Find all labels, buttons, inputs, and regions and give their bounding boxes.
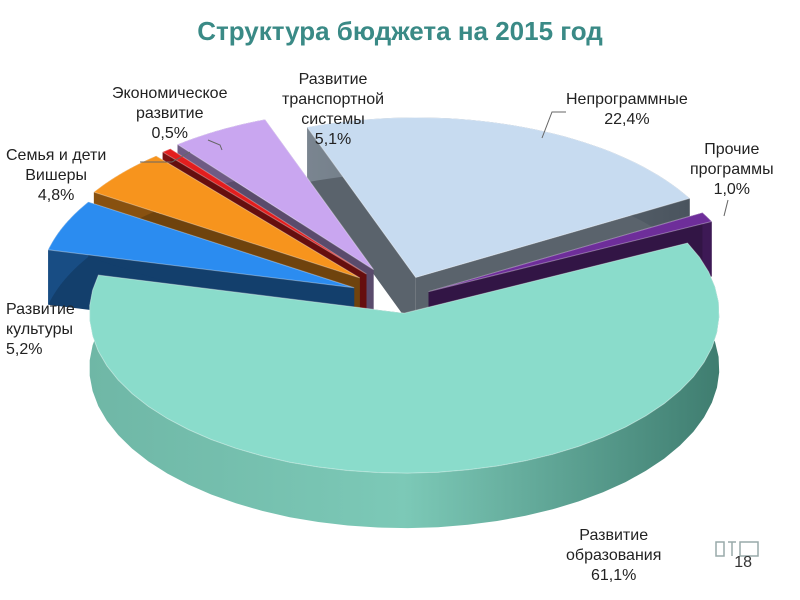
label-other-programs: Прочие программы 1,0% xyxy=(690,141,774,198)
pie-slice-top xyxy=(89,242,720,474)
pie-slice-0 xyxy=(89,242,720,529)
logo-icon xyxy=(715,541,759,557)
label-culture: Развитие культуры 5,2% xyxy=(6,301,75,358)
page-number: 18 xyxy=(734,554,752,571)
pie-slice-top xyxy=(161,148,367,275)
pie-slice-top xyxy=(306,116,691,279)
pie-slice-top xyxy=(428,212,713,293)
pie-slice-top xyxy=(47,201,355,289)
label-family: Семья и дети Вишеры 4,8% xyxy=(6,147,107,204)
chart-title: Структура бюджета на 2015 год xyxy=(197,16,603,46)
pie-slice-side xyxy=(307,127,416,333)
label-economic: Экономическое развитие 0,5% xyxy=(112,85,228,142)
pie-slice-top xyxy=(176,118,374,271)
pie-slice-rim xyxy=(89,243,720,529)
label-education: Развитие образования 61,1% xyxy=(566,527,662,584)
label-nonprogram: Непрограммные 22,4% xyxy=(566,91,688,128)
pie-slice-rim xyxy=(702,212,712,277)
label-transport: Развитие транспортной системы 5,1% xyxy=(282,71,385,148)
